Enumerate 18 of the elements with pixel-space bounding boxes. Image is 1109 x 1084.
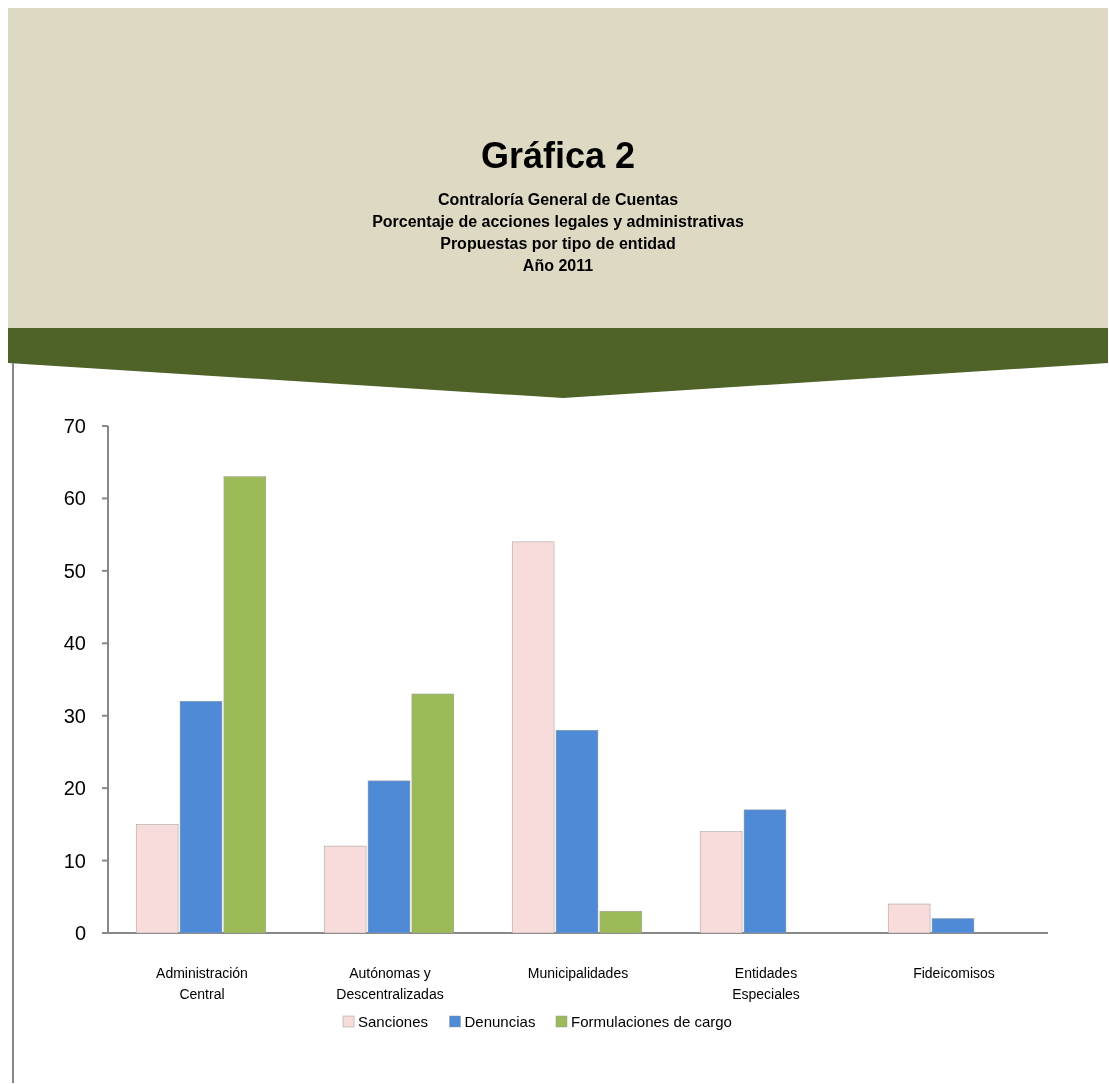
y-tick-label: 70 [63,415,86,437]
y-tick-label: 60 [63,487,86,510]
chart-subtitle: Contraloría General de Cuentas Porcentaje de acciones legales y administrativas Propuestas por tipo de entidad Año 2011 [372,191,744,274]
y-tick-label: 30 [63,704,86,727]
x-tick-label: Fideicomisos [913,965,995,981]
x-tick-label: Municipalidades [527,965,629,981]
chart-title: Gráfica 2 [480,135,636,176]
y-tick-label: 0 [74,922,86,944]
y-tick-label: 10 [63,849,86,872]
y-tick-label: 40 [63,632,86,655]
legend-label: Denuncias [464,1013,536,1030]
y-tick-label: 20 [63,777,86,800]
x-tick-label: Autónomas y Descentralizadas [336,965,444,1002]
x-tick-label: Administración Central [156,965,248,1002]
legend-label: Formulaciones de cargo [571,1013,732,1030]
legend-label: Sanciones [358,1013,429,1030]
y-tick-label: 50 [63,559,86,582]
x-tick-label: Entidades Especiales [732,965,800,1002]
